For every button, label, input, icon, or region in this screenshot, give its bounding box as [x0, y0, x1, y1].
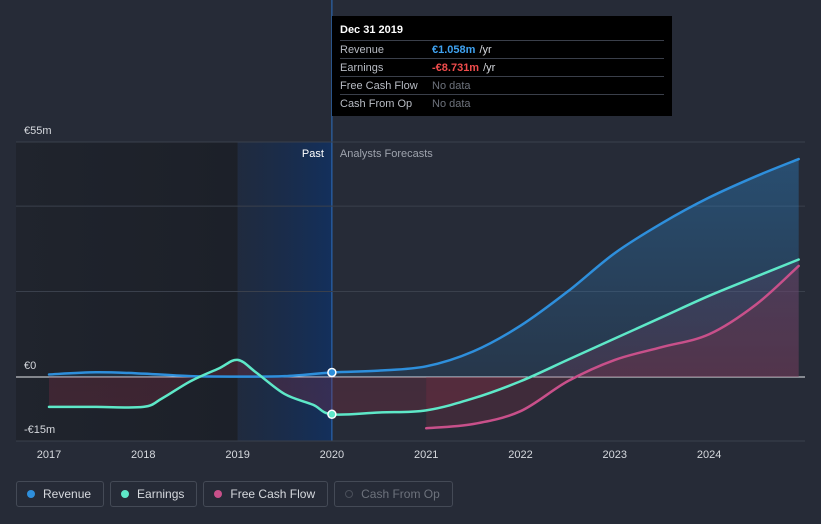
- tooltip-cfo-label: Cash From Op: [340, 97, 413, 110]
- cfo-ring-icon: [345, 490, 354, 498]
- forecast-label: Analysts Forecasts: [340, 148, 433, 160]
- tooltip-earnings-value: -€8.731m: [432, 61, 480, 74]
- x-tick-label: 2021: [414, 449, 438, 461]
- tooltip-row-fcf: Free Cash Flow No data: [340, 76, 664, 94]
- revenue-dot-icon: [27, 490, 35, 498]
- tooltip-earnings-label: Earnings: [340, 61, 384, 74]
- revenue-area: [49, 159, 799, 377]
- tooltip-fcf-label: Free Cash Flow: [340, 79, 418, 92]
- tooltip-date: Dec 31 2019: [340, 24, 403, 36]
- legend-free-cash-flow[interactable]: Free Cash Flow: [203, 481, 329, 507]
- marker-earnings: [327, 409, 337, 420]
- x-tick-label: 2019: [225, 449, 249, 461]
- x-tick-label: 2018: [131, 449, 155, 461]
- fcf-dot-icon: [214, 490, 223, 498]
- marker-revenue: [327, 367, 337, 378]
- y-tick-label: -€15m: [24, 424, 55, 436]
- x-tick-label: 2023: [603, 449, 627, 461]
- tooltip-revenue-unit: /yr: [479, 43, 492, 56]
- legend-revenue[interactable]: Revenue: [16, 481, 105, 507]
- legend-cfo-label: Cash From Op: [361, 487, 440, 501]
- earnings-dot-icon: [121, 490, 130, 498]
- series-line-revenue: [47, 157, 800, 378]
- fcf-area: [426, 265, 799, 429]
- y-tick-label: €55m: [24, 125, 52, 137]
- legend-revenue-label: Revenue: [43, 487, 92, 501]
- legend-earnings[interactable]: Earnings: [110, 481, 198, 507]
- legend-cash-from-op[interactable]: Cash From Op: [334, 481, 453, 507]
- tooltip-earnings-unit: /yr: [483, 61, 496, 74]
- y-tick-label: €0: [24, 360, 36, 372]
- hover-tooltip: Dec 31 2019 Revenue €1.058m /yr Earnings…: [332, 16, 672, 116]
- x-tick-label: 2017: [37, 449, 61, 461]
- x-tick-label: 2022: [508, 449, 532, 461]
- tooltip-row-revenue: Revenue €1.058m /yr: [340, 40, 664, 58]
- tooltip-fcf-value: No data: [432, 79, 471, 92]
- tooltip-row-earnings: Earnings -€8.731m /yr: [340, 58, 664, 76]
- tooltip-revenue-value: €1.058m: [432, 43, 476, 56]
- tooltip-row-cfo: Cash From Op No data: [340, 94, 664, 112]
- tooltip-cfo-value: No data: [432, 97, 471, 110]
- legend-earnings-label: Earnings: [137, 487, 185, 501]
- past-label: Past: [302, 148, 324, 160]
- x-tick-label: 2020: [320, 449, 344, 461]
- tooltip-revenue-label: Revenue: [340, 43, 385, 56]
- chart-legend: Revenue Earnings Free Cash Flow Cash Fro…: [16, 481, 453, 507]
- x-tick-label: 2024: [697, 449, 721, 461]
- legend-fcf-label: Free Cash Flow: [230, 487, 316, 501]
- series-line-free-cash-flow: [424, 264, 800, 430]
